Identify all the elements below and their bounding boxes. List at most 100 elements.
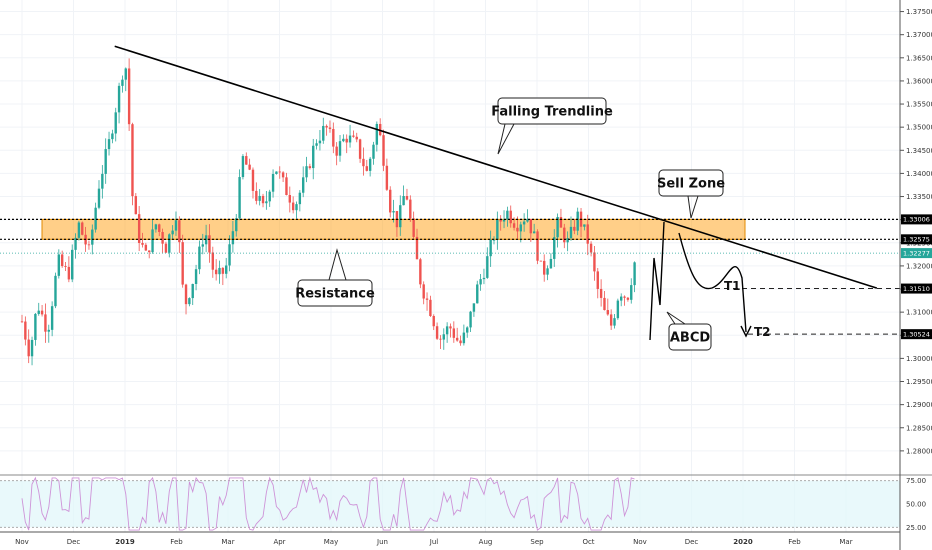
candle-body (589, 243, 593, 253)
candle-body (405, 196, 409, 200)
candle-body (191, 283, 194, 299)
candle-body (117, 85, 121, 113)
candle-body (184, 284, 188, 305)
time-axis[interactable]: Nov Dec 2019 Feb Mar Apr May Jun Jul Aug Sep Oct Nov… (0, 531, 900, 546)
time-tick-label: Nov (633, 538, 647, 546)
candle-body (318, 140, 322, 144)
candle-body (111, 133, 114, 140)
price-tick-label: 1.28000 (906, 447, 932, 455)
candle-body (362, 158, 365, 167)
time-tick-label: Aug (479, 538, 493, 546)
candle-body (522, 221, 526, 225)
candle-body (432, 316, 435, 327)
candles (20, 58, 636, 366)
candle-body (24, 321, 27, 340)
price-level-badge-label: 1.31510 (903, 285, 930, 293)
price-tick-label: 1.35000 (906, 124, 932, 132)
candle-body (328, 127, 332, 129)
candle-body (509, 210, 512, 224)
candle-body (271, 173, 275, 192)
candle-body (606, 310, 610, 315)
candle-body (516, 227, 519, 232)
candle-body (164, 243, 168, 253)
falling-trendline (114, 45, 878, 289)
candle-body (71, 249, 74, 280)
price-axis[interactable]: 1.37500 1.37000 1.36500 1.36000 1.35500 1.350… (899, 0, 932, 550)
candle-body (231, 231, 235, 245)
candle-body (241, 156, 245, 178)
candle-body (442, 334, 445, 340)
candle-body (131, 124, 134, 197)
candle-body (476, 284, 479, 304)
candle-body (141, 242, 144, 245)
oscillator-panel: 75.00 50.00 25.00 (0, 474, 932, 532)
candle-body (569, 226, 573, 239)
candle-body (60, 254, 64, 267)
price-level-badge (901, 234, 932, 245)
candle-body (368, 158, 372, 171)
candle-body (87, 244, 91, 246)
candle-body (44, 314, 47, 332)
candle-body (573, 226, 576, 231)
candle-body (469, 311, 472, 328)
t1-label: T1 (724, 279, 741, 293)
price-tick-label: 1.30000 (906, 355, 932, 363)
time-tick-label: Nov (15, 538, 29, 546)
candle-body (57, 254, 61, 276)
callouts: Falling Trendline Sell Zone Resistance ABCD… (295, 97, 771, 351)
candle-body (312, 145, 315, 169)
candle-body (30, 339, 34, 357)
candle-body (586, 224, 589, 244)
candle-body (596, 271, 599, 289)
candle-body (559, 217, 563, 228)
candle-body (415, 236, 419, 260)
candle-body (506, 210, 509, 220)
candle-body (285, 177, 288, 196)
candle-body (549, 258, 553, 269)
time-tick-label: Sep (530, 538, 544, 546)
candle-body (399, 205, 402, 228)
abcd-callout-pointer (666, 311, 686, 325)
candle-body (345, 138, 348, 143)
candle-body (154, 224, 158, 230)
candle-body (261, 195, 265, 204)
falling-trendline-callout-box (497, 97, 607, 125)
candle-body (459, 340, 462, 344)
candle-body (91, 229, 94, 245)
candle-body (519, 224, 522, 232)
time-tick-label: Jun (376, 538, 388, 546)
candle-body (81, 222, 84, 235)
candle-body (472, 303, 476, 312)
candle-body (301, 177, 305, 193)
candle-body (532, 231, 536, 234)
candle-body (526, 219, 529, 222)
sell-zone-callout: Sell Zone (657, 169, 725, 219)
candle-body (275, 171, 278, 174)
candle-body (613, 318, 616, 326)
candle-body (64, 266, 67, 267)
price-tick-label: 1.29000 (906, 401, 932, 409)
abcd-callout: ABCD (666, 311, 712, 351)
abcd-pattern-path (649, 221, 665, 341)
forecast-arrowhead (740, 325, 752, 338)
candle-body (492, 239, 496, 241)
candle-body (278, 171, 281, 173)
candle-body (593, 252, 596, 272)
price-level-badge-label: 1.33006 (903, 216, 930, 224)
price-tick-label: 1.32000 (906, 262, 932, 270)
candle-body (365, 166, 368, 171)
price-level-badge (901, 329, 932, 340)
candle-body (188, 298, 191, 305)
time-tick-label: 2019 (115, 538, 135, 546)
candle-body (512, 223, 516, 228)
price-tick-label: 1.37000 (906, 31, 932, 39)
candle-body (291, 202, 295, 211)
candle-body (355, 136, 358, 140)
resistance-callout-label: Resistance (295, 287, 375, 302)
candle-body (224, 265, 228, 274)
candle-body (268, 191, 271, 202)
candle-body (489, 239, 492, 257)
t2-label: T2 (754, 325, 771, 339)
price-level-badge (901, 214, 932, 225)
candle-body (94, 207, 97, 230)
